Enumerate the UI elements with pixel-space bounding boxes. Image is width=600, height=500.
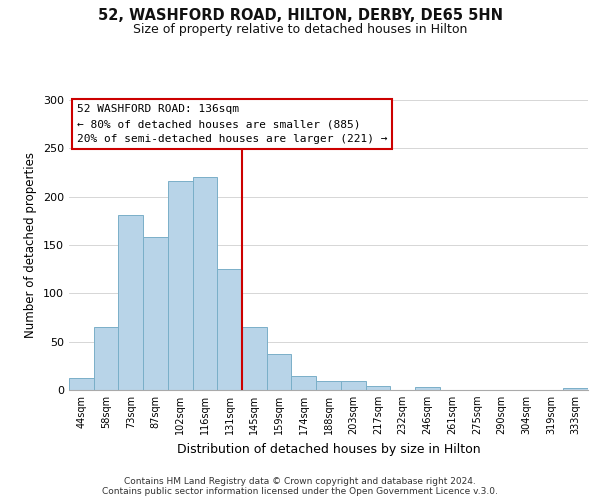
Bar [94,327,118,390]
Bar [292,376,316,390]
Bar [316,382,341,390]
Y-axis label: Number of detached properties: Number of detached properties [25,152,37,338]
Bar [193,178,217,390]
Text: 52 WASHFORD ROAD: 136sqm
← 80% of detached houses are smaller (885)
20% of semi-: 52 WASHFORD ROAD: 136sqm ← 80% of detach… [77,104,387,144]
Bar [415,387,440,390]
Bar [143,238,168,390]
Text: Contains public sector information licensed under the Open Government Licence v.: Contains public sector information licen… [102,487,498,496]
Text: 52, WASHFORD ROAD, HILTON, DERBY, DE65 5HN: 52, WASHFORD ROAD, HILTON, DERBY, DE65 5… [97,8,503,22]
Bar [242,327,267,390]
Text: Size of property relative to detached houses in Hilton: Size of property relative to detached ho… [133,22,467,36]
Bar [341,382,365,390]
X-axis label: Distribution of detached houses by size in Hilton: Distribution of detached houses by size … [176,442,481,456]
Bar [365,386,390,390]
Bar [563,388,588,390]
Bar [217,269,242,390]
Text: Contains HM Land Registry data © Crown copyright and database right 2024.: Contains HM Land Registry data © Crown c… [124,477,476,486]
Bar [168,181,193,390]
Bar [69,378,94,390]
Bar [118,215,143,390]
Bar [267,354,292,390]
